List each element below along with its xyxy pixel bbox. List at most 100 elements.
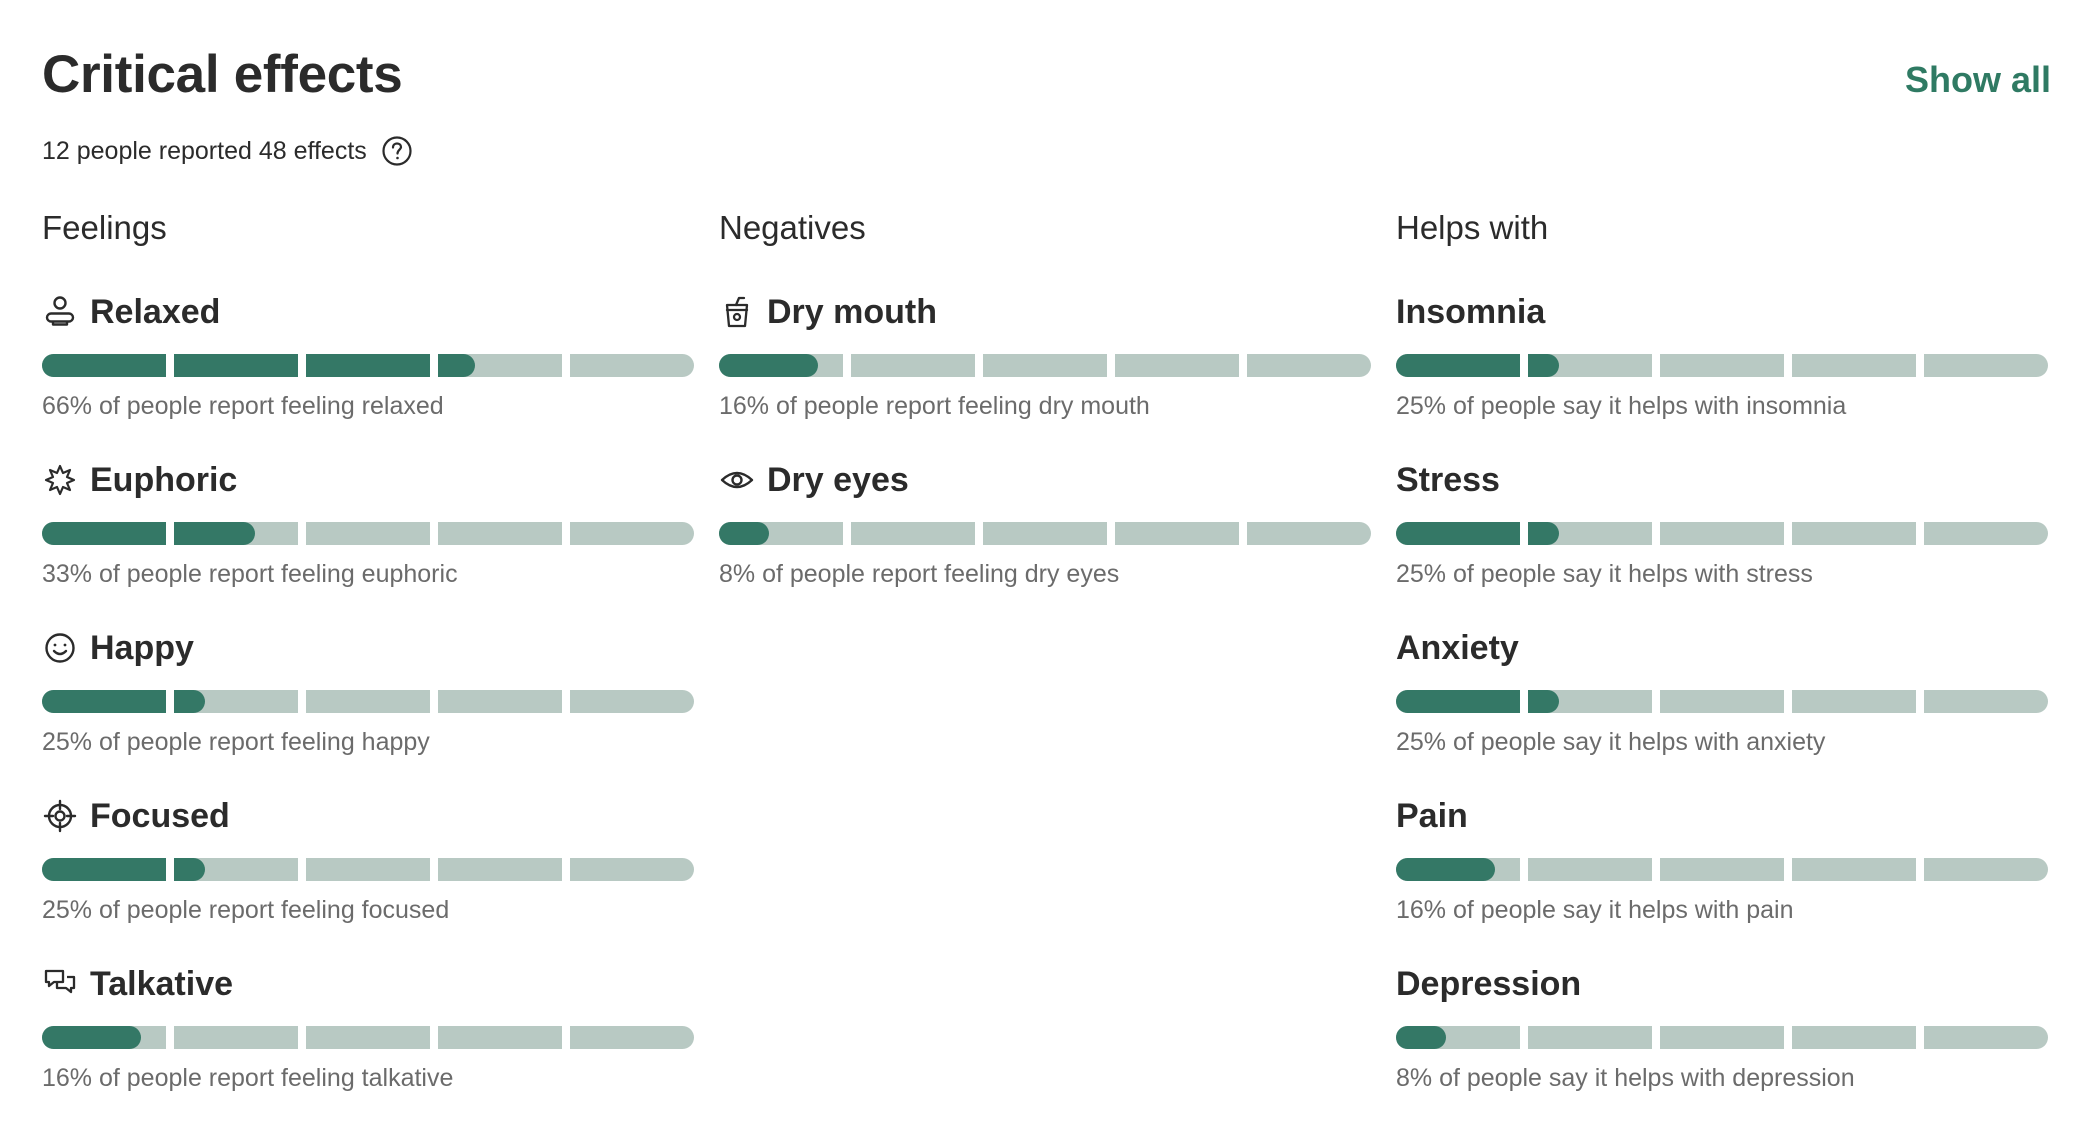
bar-fill	[1396, 354, 1520, 377]
effect-description: 16% of people say it helps with pain	[1396, 896, 1794, 924]
bar-segment	[1924, 1026, 2048, 1049]
effect-description: 25% of people report feeling happy	[42, 728, 430, 756]
smile-icon	[42, 630, 78, 666]
bar-segment	[1396, 354, 1520, 377]
effect-progress-bar	[1396, 354, 2048, 377]
bar-fill	[42, 522, 166, 545]
bar-segment	[851, 522, 975, 545]
effect-progress-bar	[42, 858, 694, 881]
bar-segment	[438, 522, 562, 545]
section-title: Critical effects	[42, 45, 403, 104]
effect-label: Anxiety	[1396, 629, 1519, 667]
bar-fill	[1396, 1026, 1446, 1049]
bar-segment	[851, 354, 975, 377]
bar-fill	[438, 354, 476, 377]
effect-name-row: Pain	[1396, 794, 2048, 838]
bar-segment	[174, 690, 298, 713]
effect-label: Depression	[1396, 965, 1582, 1003]
bar-segment	[1924, 690, 2048, 713]
help-icon[interactable]	[381, 135, 413, 167]
effect-label: Relaxed	[90, 293, 221, 331]
sparkle-icon	[42, 462, 78, 498]
bar-segment	[42, 1026, 166, 1049]
bar-segment	[174, 858, 298, 881]
bar-fill	[174, 354, 298, 377]
bar-segment	[570, 858, 694, 881]
effect-pain: Pain 16% of people say it helps with pain	[1396, 794, 2048, 962]
effect-label: Happy	[90, 629, 194, 667]
column-heading: Feelings	[42, 209, 167, 246]
bar-fill	[1396, 690, 1520, 713]
effect-description: 8% of people say it helps with depressio…	[1396, 1064, 1855, 1092]
effect-progress-bar	[719, 354, 1371, 377]
effect-dry-mouth: Dry mouth 16% of people report feeling dr…	[719, 290, 1371, 458]
column-negatives: Negatives Dry mouth 16% of people report f…	[719, 206, 1371, 1126]
bar-segment	[983, 354, 1107, 377]
bar-segment	[1396, 522, 1520, 545]
bar-segment	[1924, 858, 2048, 881]
effect-happy: Happy 25% of people report feeling happy	[42, 626, 694, 794]
effect-name-row: Depression	[1396, 962, 2048, 1006]
effect-insomnia: Insomnia 25% of people say it helps with …	[1396, 290, 2048, 458]
effect-label: Stress	[1396, 461, 1500, 499]
bar-fill	[1528, 690, 1559, 713]
bar-segment	[42, 690, 166, 713]
bar-segment	[1924, 354, 2048, 377]
bar-fill	[42, 690, 166, 713]
effect-name-row: Dry eyes	[719, 458, 1371, 502]
bar-segment	[438, 354, 562, 377]
bar-segment	[306, 1026, 430, 1049]
bar-fill	[174, 522, 255, 545]
effect-progress-bar	[1396, 690, 2048, 713]
effect-description: 16% of people report feeling dry mouth	[719, 392, 1150, 420]
effect-label: Euphoric	[90, 461, 238, 499]
bar-segment	[42, 858, 166, 881]
bar-segment	[719, 354, 843, 377]
bar-segment	[1792, 690, 1916, 713]
bar-segment	[1792, 522, 1916, 545]
effect-name-row: Insomnia	[1396, 290, 2048, 334]
person-icon	[42, 294, 78, 330]
bar-fill	[1528, 354, 1559, 377]
bar-segment	[1792, 1026, 1916, 1049]
effect-label: Focused	[90, 797, 230, 835]
bar-fill	[719, 354, 819, 377]
effect-depression: Depression 8% of people say it helps with…	[1396, 962, 2048, 1126]
bar-segment	[719, 522, 843, 545]
effect-label: Dry eyes	[767, 461, 909, 499]
effect-name-row: Euphoric	[42, 458, 694, 502]
column-heading: Negatives	[719, 209, 866, 246]
bar-segment	[1528, 690, 1652, 713]
bar-segment	[1247, 522, 1371, 545]
bar-segment	[1528, 858, 1652, 881]
effect-progress-bar	[1396, 858, 2048, 881]
effect-name-row: Focused	[42, 794, 694, 838]
bar-segment	[438, 858, 562, 881]
bar-segment	[1396, 858, 1520, 881]
bar-fill	[719, 522, 769, 545]
bar-segment	[1115, 522, 1239, 545]
effects-columns: Feelings Relaxed 66% of people report feel…	[42, 206, 2049, 1126]
effect-description: 25% of people say it helps with insomnia	[1396, 392, 1847, 420]
effect-description: 8% of people report feeling dry eyes	[719, 560, 1120, 588]
effect-progress-bar	[1396, 1026, 2048, 1049]
bar-segment	[1924, 522, 2048, 545]
column-feelings: Feelings Relaxed 66% of people report feel…	[42, 206, 694, 1126]
bar-fill	[174, 690, 205, 713]
bar-fill	[42, 1026, 142, 1049]
bar-segment	[1792, 354, 1916, 377]
bar-segment	[1396, 690, 1520, 713]
bar-fill	[42, 858, 166, 881]
show-all-link[interactable]: Show all	[1904, 59, 2051, 100]
bar-segment	[1660, 522, 1784, 545]
effect-talkative: Talkative 16% of people report feeling ta…	[42, 962, 694, 1126]
effect-description: 25% of people report feeling focused	[42, 896, 450, 924]
bar-segment	[438, 1026, 562, 1049]
effect-label: Talkative	[90, 965, 234, 1003]
effect-progress-bar	[42, 522, 694, 545]
effect-anxiety: Anxiety 25% of people say it helps with a…	[1396, 626, 2048, 794]
effect-progress-bar	[1396, 522, 2048, 545]
bar-segment	[1660, 858, 1784, 881]
effect-name-row: Dry mouth	[719, 290, 1371, 334]
